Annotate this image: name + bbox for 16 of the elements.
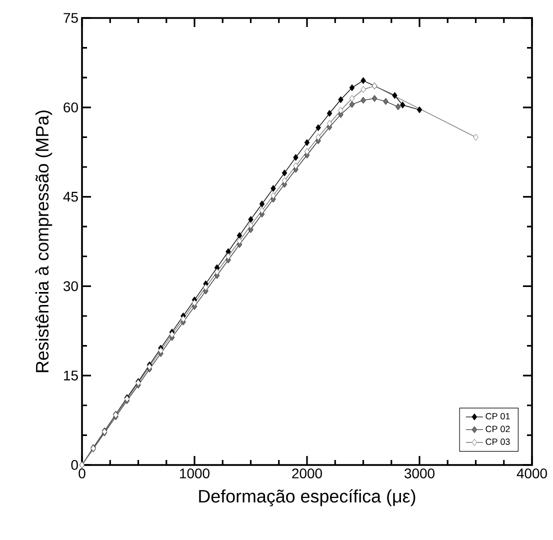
y-tick-label: 15 <box>64 370 78 380</box>
y-tick-label: 0 <box>71 460 78 470</box>
legend-label: CP 02 <box>486 426 510 432</box>
x-tick-label: 2000 <box>292 468 322 478</box>
x-tick-label: 0 <box>78 468 86 478</box>
legend-label: CP 01 <box>486 413 510 420</box>
legend-label: CP 03 <box>486 438 510 445</box>
y-tick-label: 45 <box>63 192 78 202</box>
x-tick-label: 3000 <box>404 468 434 478</box>
y-tick-label: 60 <box>64 102 78 112</box>
y-tick-label: 30 <box>64 281 78 292</box>
y-tick-label: 75 <box>64 13 78 23</box>
x-axis-title: Deformação específica (με) <box>199 489 416 506</box>
y-axis-title: Resistência à compressão (MPa) <box>35 110 52 372</box>
x-tick-label: 1000 <box>180 468 210 478</box>
x-tick-label: 4000 <box>516 468 547 478</box>
